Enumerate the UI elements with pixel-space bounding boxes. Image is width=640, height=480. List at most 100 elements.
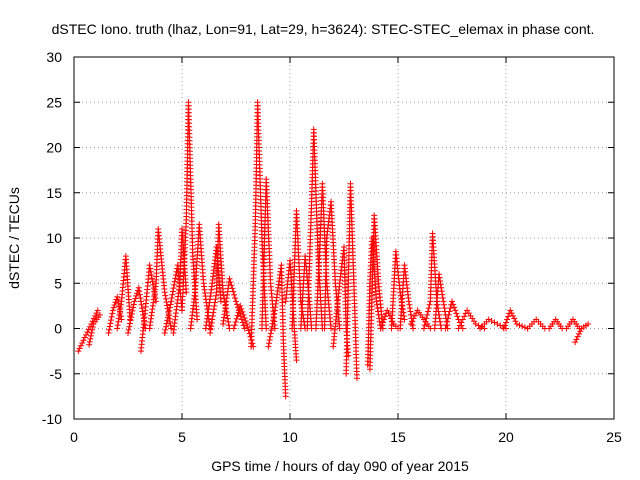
- data-point: [230, 325, 237, 332]
- data-point: [110, 304, 117, 311]
- data-point: [128, 311, 135, 318]
- data-point: [126, 320, 133, 327]
- data-point: [146, 262, 153, 269]
- data-point: [242, 317, 249, 324]
- data-point: [162, 326, 169, 333]
- data-point: [229, 285, 236, 292]
- x-tick-label: 15: [390, 429, 406, 445]
- data-point: [440, 301, 447, 308]
- data-point: [116, 308, 123, 315]
- data-point: [129, 307, 136, 314]
- data-point: [439, 294, 446, 301]
- data-point: [521, 324, 528, 331]
- data-point: [207, 330, 214, 337]
- data-point: [377, 325, 384, 332]
- data-point: [76, 345, 83, 352]
- data-point: [94, 307, 101, 314]
- y-axis-label: dSTEC / TECUs: [6, 187, 22, 289]
- data-point: [577, 328, 584, 335]
- data-point: [147, 265, 154, 272]
- data-point: [267, 330, 274, 337]
- data-point: [385, 310, 392, 317]
- y-tick-label: -10: [42, 411, 62, 427]
- data-point: [213, 292, 220, 299]
- data-point: [137, 298, 144, 305]
- data-point: [445, 311, 452, 318]
- data-point: [210, 306, 217, 313]
- data-point: [233, 301, 240, 308]
- data-point: [117, 301, 124, 308]
- data-point: [171, 281, 178, 288]
- data-point: [149, 278, 156, 285]
- data-point: [194, 316, 201, 323]
- data-point: [139, 305, 146, 312]
- data-point: [436, 274, 443, 281]
- data-point: [241, 314, 248, 321]
- data-point: [519, 323, 526, 330]
- data-point: [105, 330, 112, 337]
- data-point: [115, 315, 122, 322]
- data-point: [353, 375, 360, 382]
- axis-ticks: [73, 56, 615, 420]
- x-tick-label: 10: [282, 429, 298, 445]
- data-point: [210, 309, 217, 316]
- data-point: [84, 329, 91, 336]
- data-point: [266, 337, 273, 344]
- y-tick-label: 10: [46, 230, 62, 246]
- data-point: [217, 298, 224, 305]
- data-point: [406, 305, 413, 312]
- data-point: [134, 287, 141, 294]
- data-point: [513, 320, 520, 327]
- data-point: [79, 339, 86, 346]
- data-point: [455, 325, 462, 332]
- data-point: [407, 311, 414, 318]
- data-point: [114, 325, 121, 332]
- y-tick-label: 15: [46, 185, 62, 201]
- data-point: [494, 320, 501, 327]
- data-point: [148, 275, 155, 282]
- data-point: [454, 313, 461, 320]
- data-point: [232, 295, 239, 302]
- data-point: [382, 313, 389, 320]
- data-point: [267, 333, 274, 340]
- data-point: [116, 311, 123, 318]
- data-point: [92, 312, 99, 319]
- data-point: [450, 301, 457, 308]
- data-point: [107, 320, 114, 327]
- data-point: [234, 312, 241, 319]
- data-point: [138, 301, 145, 308]
- data-point: [231, 291, 238, 298]
- data-point: [209, 313, 216, 320]
- data-point: [106, 323, 113, 330]
- data-point: [208, 319, 215, 326]
- data-point: [384, 307, 391, 314]
- data-point: [225, 318, 232, 325]
- data-point: [115, 300, 122, 307]
- data-point: [161, 289, 168, 296]
- data-point: [572, 339, 579, 346]
- data-point: [458, 319, 465, 326]
- data-point: [75, 348, 82, 355]
- data-point: [240, 322, 247, 329]
- data-point: [169, 288, 176, 295]
- data-point: [456, 322, 463, 329]
- data-point: [130, 304, 137, 311]
- data-point: [164, 317, 171, 324]
- data-point: [130, 301, 137, 308]
- data-point: [507, 307, 514, 314]
- data-point: [166, 304, 173, 311]
- data-point: [127, 317, 134, 324]
- data-point: [93, 310, 100, 317]
- data-point: [87, 332, 94, 339]
- data-point: [228, 282, 235, 289]
- data-point: [265, 343, 272, 350]
- data-point: [220, 292, 227, 299]
- data-point: [405, 298, 412, 305]
- data-point: [411, 312, 418, 319]
- data-point: [239, 308, 246, 315]
- data-point: [161, 330, 168, 337]
- data-point: [231, 322, 238, 329]
- data-point: [574, 333, 581, 340]
- data-point: [441, 305, 448, 312]
- data-point: [265, 340, 272, 347]
